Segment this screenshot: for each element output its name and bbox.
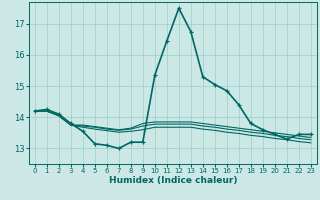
X-axis label: Humidex (Indice chaleur): Humidex (Indice chaleur) (108, 176, 237, 185)
